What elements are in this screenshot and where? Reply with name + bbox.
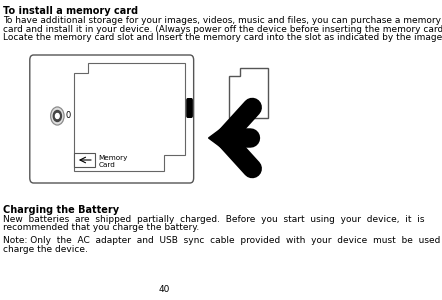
- FancyBboxPatch shape: [30, 55, 194, 183]
- Circle shape: [53, 110, 61, 122]
- Text: Charging the Battery: Charging the Battery: [3, 205, 119, 215]
- Text: 0: 0: [65, 112, 71, 121]
- Text: Note: Only  the  AC  adapter  and  USB  sync  cable  provided  with  your  devic: Note: Only the AC adapter and USB sync c…: [3, 236, 442, 245]
- Text: 40: 40: [159, 285, 170, 294]
- Text: charge the device.: charge the device.: [3, 244, 88, 253]
- Bar: [75, 153, 95, 167]
- Polygon shape: [229, 68, 268, 118]
- Text: recommended that you charge the battery.: recommended that you charge the battery.: [3, 224, 199, 232]
- Polygon shape: [75, 63, 185, 171]
- Circle shape: [56, 113, 59, 119]
- Text: To have additional storage for your images, videos, music and files, you can pur: To have additional storage for your imag…: [3, 16, 441, 25]
- Circle shape: [51, 107, 64, 125]
- Text: New  batteries  are  shipped  partially  charged.  Before  you  start  using  yo: New batteries are shipped partially char…: [3, 215, 424, 224]
- Text: Memory
Card: Memory Card: [98, 155, 128, 168]
- Text: card and install it in your device. (Always power off the device before insertin: card and install it in your device. (Alw…: [3, 25, 442, 34]
- Text: To install a memory card: To install a memory card: [3, 6, 138, 16]
- FancyBboxPatch shape: [186, 98, 193, 118]
- FancyArrow shape: [209, 127, 253, 149]
- Text: Locate the memory card slot and Insert the memory card into the slot as indicate: Locate the memory card slot and Insert t…: [3, 33, 442, 42]
